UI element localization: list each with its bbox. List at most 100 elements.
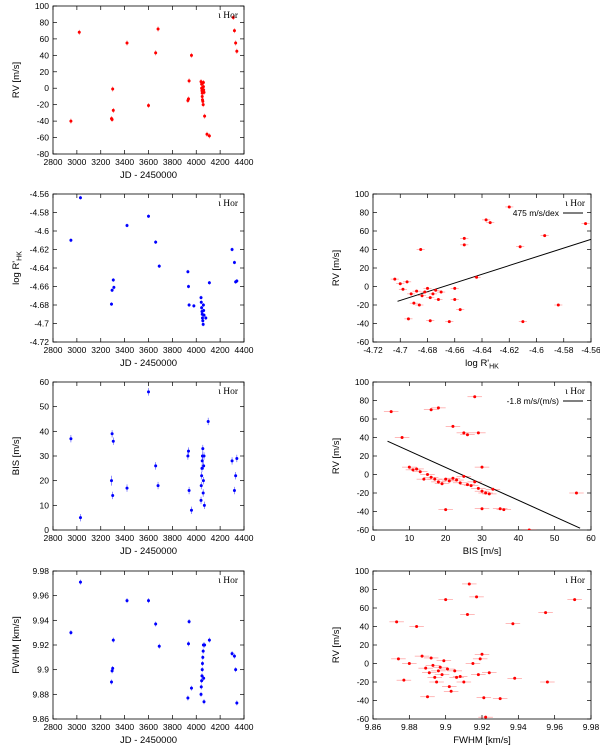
- data-point: [202, 676, 206, 680]
- x-tick-label: 4000: [187, 157, 206, 167]
- data-point: [69, 631, 73, 635]
- data-point: [201, 322, 205, 326]
- data-point: [438, 665, 442, 669]
- data-point: [235, 701, 239, 705]
- y-tick-label: 60: [40, 377, 50, 387]
- x-tick-label: 3400: [115, 345, 134, 355]
- data-point: [200, 662, 204, 665]
- data-point: [556, 303, 560, 307]
- data-point: [201, 319, 205, 323]
- data-point: [418, 470, 422, 474]
- x-tick-label: 2800: [44, 533, 63, 543]
- x-tick-label: 3600: [139, 533, 158, 543]
- y-tick-label: -4.56: [30, 189, 50, 199]
- x-tick-label: 3200: [91, 345, 110, 355]
- data-point: [235, 49, 239, 53]
- data-point: [462, 236, 466, 240]
- data-point: [186, 696, 190, 700]
- data-point: [453, 297, 457, 301]
- x-tick-label: -4.62: [500, 345, 520, 355]
- data-point: [406, 317, 410, 321]
- plot-frame: [52, 381, 245, 531]
- x-axis-label: log R'HK: [465, 358, 499, 371]
- x-tick-label: -4.66: [445, 345, 465, 355]
- x-tick-label: 4200: [211, 345, 230, 355]
- x-tick-label: 3000: [67, 533, 86, 543]
- y-tick-label: 80: [360, 585, 370, 595]
- data-point: [200, 466, 204, 470]
- y-tick-label: 40: [360, 245, 370, 255]
- x-tick-label: 4400: [235, 345, 254, 355]
- x-tick-label: 10: [405, 533, 415, 543]
- data-point: [200, 306, 204, 310]
- data-point: [200, 679, 204, 683]
- data-layer: [390, 205, 591, 324]
- data-point: [201, 655, 205, 659]
- data-point: [455, 478, 459, 482]
- data-point: [544, 611, 548, 615]
- data-point: [157, 644, 161, 648]
- data-point: [201, 447, 205, 451]
- star-name-annotation: ι Hor: [218, 11, 239, 21]
- data-point: [487, 492, 491, 496]
- data-point: [449, 689, 453, 693]
- x-tick-label: 3800: [163, 157, 182, 167]
- data-layer: [69, 195, 239, 327]
- y-tick-label: 9.9: [37, 665, 49, 675]
- data-point: [109, 302, 113, 306]
- data-point: [186, 270, 190, 274]
- data-point: [465, 433, 469, 437]
- x-axis-label: JD - 2450000: [120, 358, 177, 369]
- x-tick-label: 3000: [67, 345, 86, 355]
- data-point: [186, 454, 190, 458]
- y-axis-label: FWHM [km/s]: [11, 616, 22, 674]
- x-tick-label: 3200: [91, 722, 110, 732]
- data-point: [125, 599, 129, 603]
- data-point: [415, 625, 419, 628]
- data-point: [111, 439, 115, 443]
- data-point: [440, 482, 444, 486]
- data-point: [458, 481, 462, 485]
- data-point: [147, 214, 150, 218]
- data-point: [507, 205, 511, 209]
- x-tick-label: 3800: [163, 345, 182, 355]
- y-tick-label: -60: [357, 714, 370, 724]
- data-point: [511, 622, 515, 626]
- data-point: [77, 30, 81, 34]
- x-tick-label: 3000: [67, 722, 86, 732]
- data-point: [420, 654, 424, 658]
- data-point: [154, 51, 158, 55]
- data-point: [453, 669, 457, 673]
- data-point: [109, 479, 113, 483]
- y-tick-label: 20: [360, 640, 370, 650]
- x-tick-label: 4000: [187, 345, 206, 355]
- x-tick-label: 3400: [115, 533, 134, 543]
- y-axis-label: BIS [m/s]: [11, 437, 22, 476]
- data-point: [462, 680, 466, 684]
- data-point: [434, 288, 438, 292]
- y-tick-label: 40: [360, 622, 370, 632]
- y-tick-label: 20: [40, 476, 50, 486]
- data-point: [154, 464, 158, 468]
- panel-rv-vs-fwhm: 9.86 9.88 9.9 9.92 9.94 9.96 9.98 -60 -40 -20 0 20 4…: [331, 566, 600, 746]
- data-point: [186, 97, 190, 101]
- data-point: [201, 649, 205, 653]
- data-point: [200, 474, 204, 478]
- x-tick-label: 9.94: [510, 722, 527, 732]
- data-point: [436, 297, 440, 301]
- y-tick-label: 0: [364, 470, 369, 480]
- data-point: [426, 695, 429, 699]
- data-point: [545, 680, 549, 684]
- y-tick-label: 100: [355, 566, 369, 576]
- data-point: [78, 580, 82, 584]
- data-point: [199, 498, 203, 502]
- data-point: [428, 319, 432, 323]
- y-tick-label: -4.62: [30, 245, 50, 255]
- panel-logrhk-vs-time: 2800 3000 3200 3400 3600 3800 4000 4200 4400 -4.7…: [11, 189, 254, 369]
- x-tick-label: 9.98: [583, 722, 600, 732]
- data-point: [445, 667, 449, 671]
- y-tick-label: 60: [360, 226, 370, 236]
- data-point: [431, 663, 435, 667]
- data-point: [415, 467, 419, 471]
- data-point: [433, 477, 437, 481]
